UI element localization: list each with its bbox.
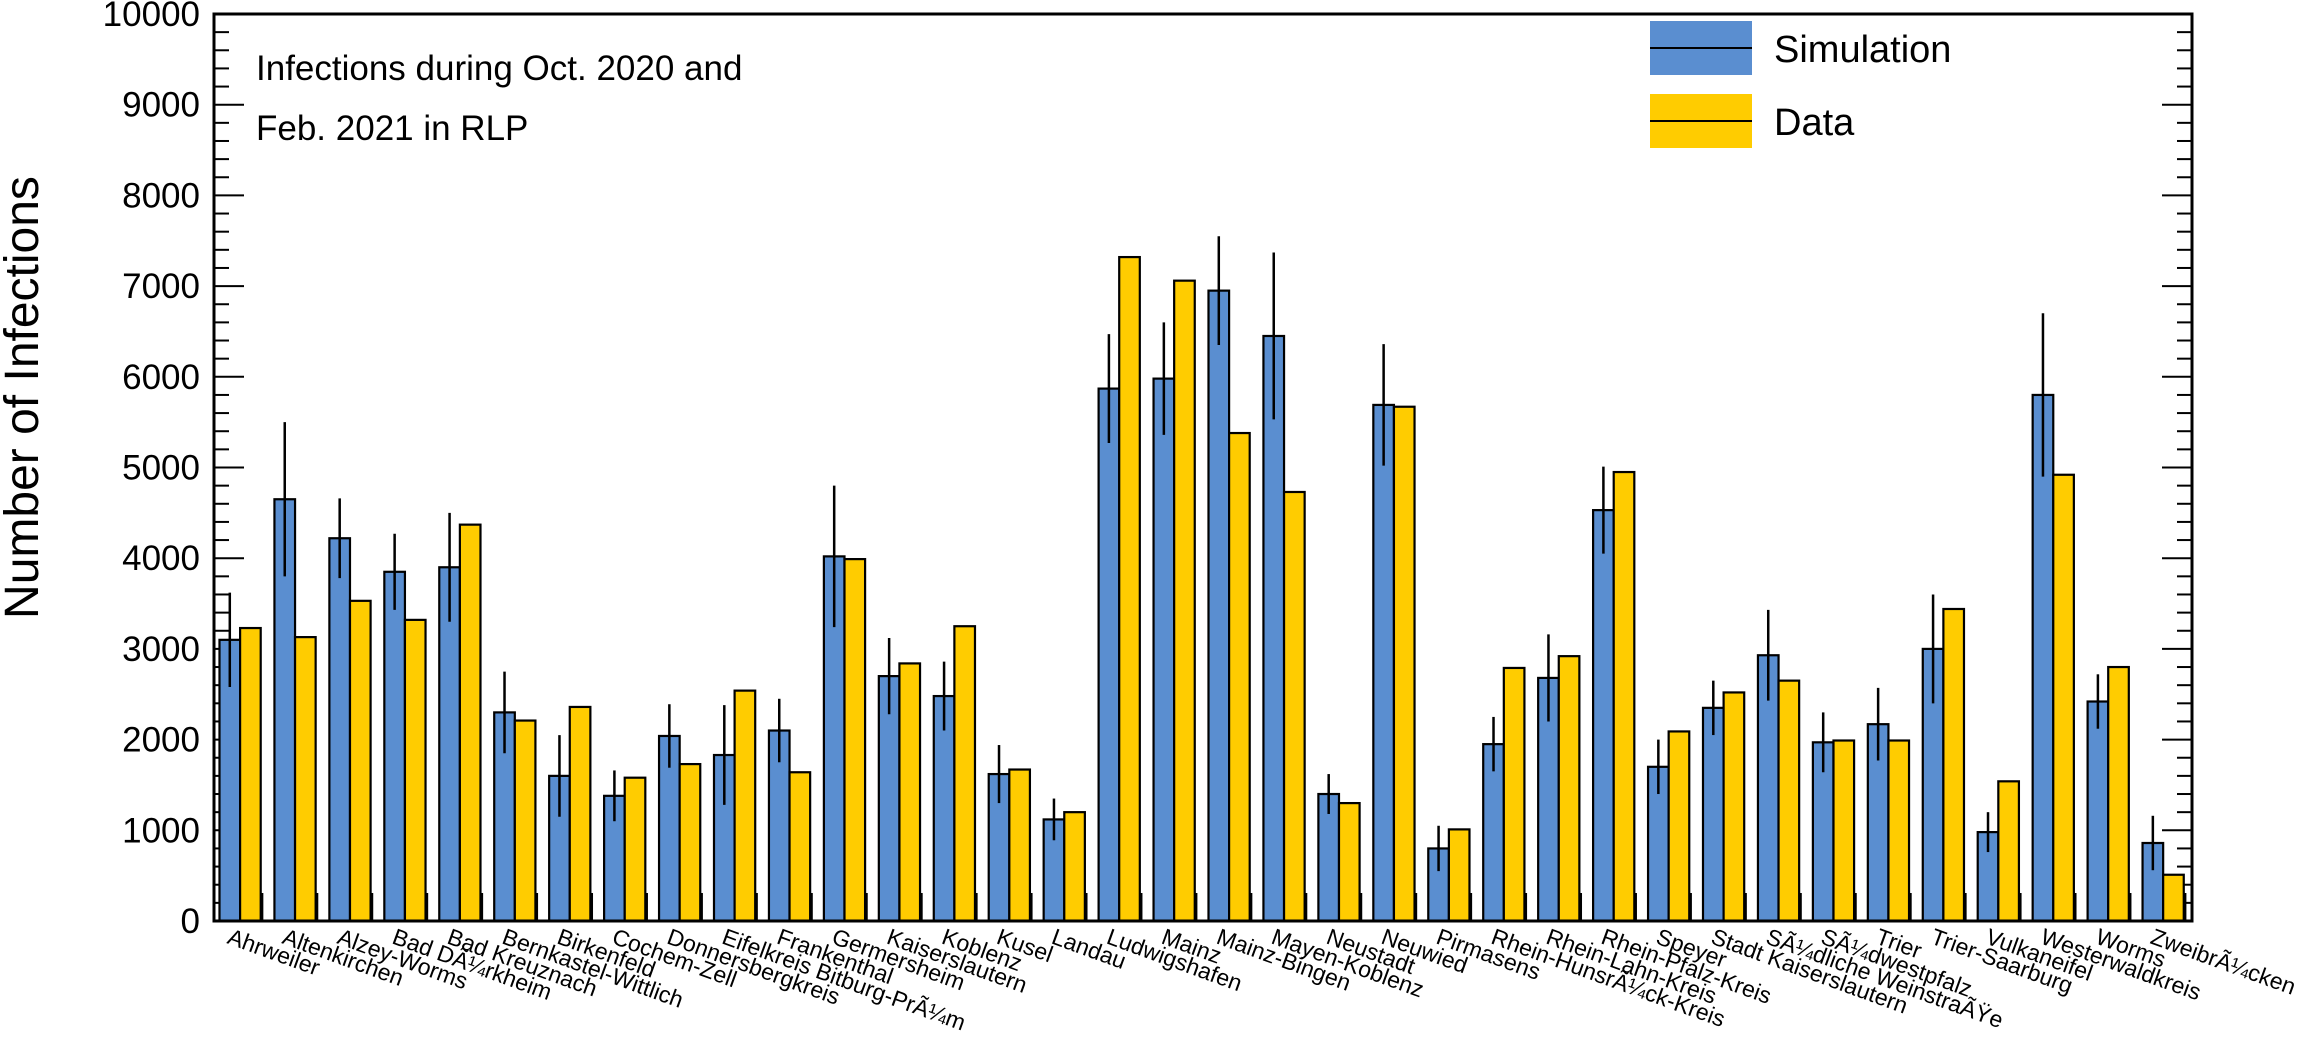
y-tick-label: 3000 xyxy=(122,630,200,669)
data-bar xyxy=(1612,470,1636,923)
data-bar xyxy=(2107,665,2130,923)
simulation-bar xyxy=(1262,334,1286,923)
data-bar xyxy=(678,762,702,923)
simulation-bar xyxy=(1372,403,1396,923)
y-tick-label: 8000 xyxy=(122,176,200,215)
data-bar xyxy=(1942,607,1966,923)
y-tick-label: 1000 xyxy=(122,811,200,850)
y-tick-labels: 0 1000 2000 3000 4000 5000 6000 7000 8000 9000 100… xyxy=(103,0,200,941)
data-bar xyxy=(1008,768,1032,923)
data-bar xyxy=(348,599,372,923)
data-bar xyxy=(2162,873,2185,923)
simulation-bar xyxy=(328,537,352,923)
data-bar xyxy=(1227,431,1251,923)
data-bar xyxy=(788,771,812,923)
data-bar xyxy=(1502,666,1526,923)
data-bar xyxy=(1447,828,1471,923)
y-tick-label: 10000 xyxy=(103,0,200,34)
data-bar xyxy=(843,558,867,923)
legend-label-simulation: Simulation xyxy=(1774,29,1951,71)
y-tick-label: 6000 xyxy=(122,358,200,397)
data-bar xyxy=(238,626,262,923)
annotation-line-2: Feb. 2021 in RLP xyxy=(256,109,528,148)
data-bar xyxy=(568,705,592,923)
data-bar xyxy=(1282,490,1306,923)
y-tick-label: 0 xyxy=(181,902,200,941)
data-bar xyxy=(1392,405,1416,923)
data-bar xyxy=(1173,279,1196,923)
y-tick-label: 2000 xyxy=(122,721,200,760)
legend-label-data: Data xyxy=(1774,102,1855,144)
y-tick-label: 7000 xyxy=(122,267,200,306)
data-bar xyxy=(1832,739,1856,923)
data-bar xyxy=(403,618,427,923)
data-bar xyxy=(733,689,757,923)
annotation-line-1: Infections during Oct. 2020 and xyxy=(256,49,742,88)
data-bar xyxy=(458,523,482,923)
data-bar xyxy=(2052,473,2075,923)
data-bar xyxy=(1887,739,1911,923)
data-bar xyxy=(1557,655,1581,923)
data-bar xyxy=(513,719,537,923)
y-tick-label: 5000 xyxy=(122,449,200,488)
data-bar xyxy=(293,636,317,923)
simulation-bar xyxy=(2086,700,2110,923)
simulation-bar xyxy=(1701,706,1725,923)
simulation-bar xyxy=(1097,387,1121,923)
data-bar xyxy=(1722,691,1746,923)
data-bar xyxy=(1337,801,1361,923)
data-bar xyxy=(953,625,977,923)
data-bar xyxy=(1063,811,1086,923)
bar-series xyxy=(218,236,2185,923)
y-tick-label: 4000 xyxy=(122,539,200,578)
data-bar xyxy=(1997,780,2021,923)
y-axis-label: Number of Infections xyxy=(0,176,49,619)
simulation-bar xyxy=(1152,377,1176,923)
simulation-bar xyxy=(383,570,407,923)
simulation-bar xyxy=(1207,289,1231,923)
data-bar xyxy=(1667,730,1691,923)
data-bar xyxy=(898,662,922,923)
data-bar xyxy=(1118,255,1141,923)
simulation-bar xyxy=(1592,509,1615,923)
y-tick-label: 9000 xyxy=(122,86,200,125)
plot-frame xyxy=(212,12,2194,923)
data-bar xyxy=(1777,679,1801,923)
legend: Simulation Data xyxy=(1650,21,1951,148)
data-bar xyxy=(623,776,647,923)
